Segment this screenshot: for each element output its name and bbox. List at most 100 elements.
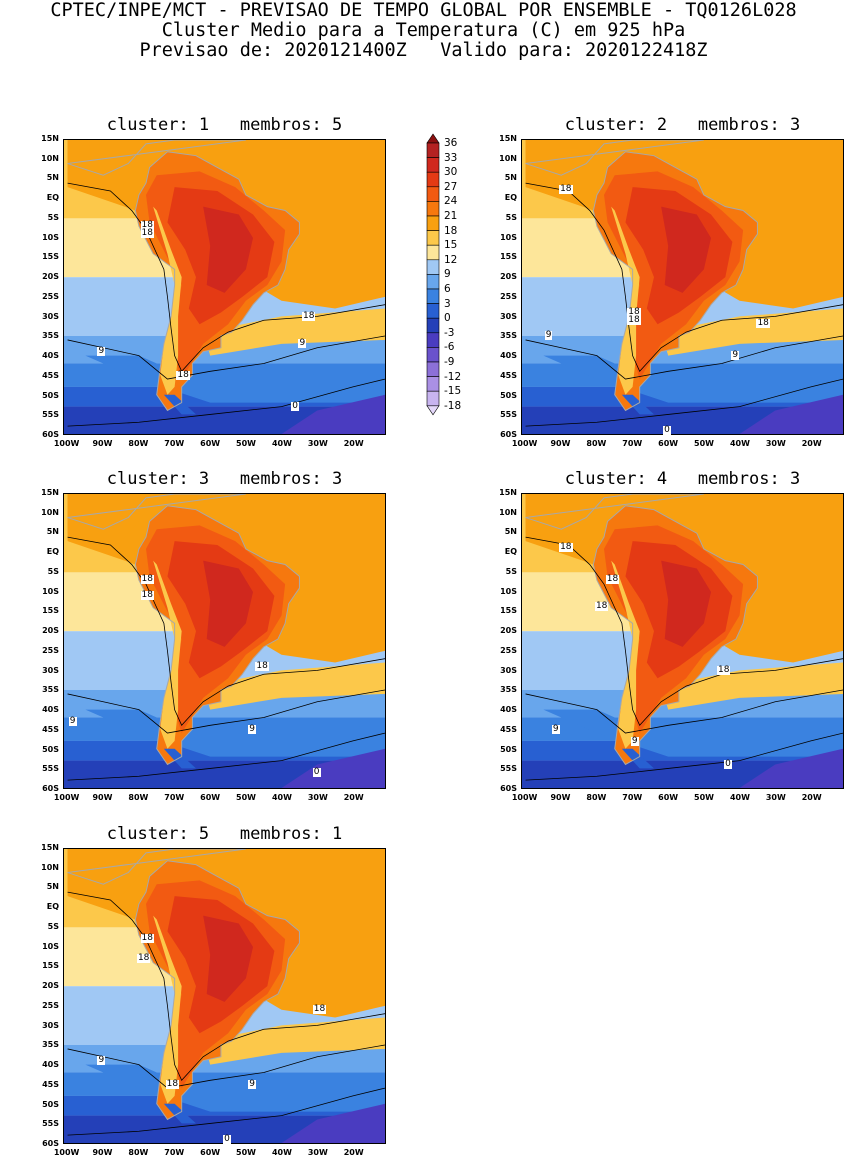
latitude-label: 30S: [42, 665, 59, 675]
latitude-label: 15S: [42, 606, 59, 616]
colorbar-swatch: [426, 376, 440, 392]
latitude-label: 50S: [500, 744, 517, 754]
contour-label: 9: [248, 1078, 256, 1089]
latitude-label: 20S: [42, 981, 59, 991]
longitude-label: 30W: [307, 793, 328, 802]
panel-title: cluster: 5 membros: 1: [106, 824, 343, 844]
latitude-label: 5N: [46, 882, 59, 892]
longitude-label: 50W: [236, 1148, 257, 1157]
colorbar-level-label: 27: [444, 180, 458, 193]
latitude-label: 20S: [42, 272, 59, 282]
longitude-label: 90W: [550, 439, 571, 448]
contour-label: 0: [312, 767, 321, 778]
longitude-label: 50W: [236, 439, 257, 448]
contour-label: 18: [594, 601, 609, 612]
colorbar-swatch: [426, 230, 440, 246]
longitude-label: 100W: [53, 1148, 80, 1157]
contour-9: [525, 335, 843, 380]
contour-label: 18: [312, 1003, 327, 1014]
longitude-label: 60W: [658, 793, 679, 802]
longitude-label: 50W: [236, 793, 257, 802]
latitude-label: 10N: [41, 507, 59, 517]
colorbar-level-label: -18: [444, 399, 462, 412]
contour-label: 18: [140, 227, 154, 238]
colorbar-swatch: [426, 317, 440, 334]
latitude-label: 30S: [500, 311, 517, 321]
colorbar-min-arrow: [426, 405, 440, 416]
latitude-label: 15N: [41, 488, 59, 497]
contour-18: [67, 536, 385, 727]
latitude-label: 5S: [505, 566, 517, 576]
colorbar-level-label: 24: [444, 195, 458, 208]
longitude-label: 30W: [765, 439, 786, 448]
longitude-label: 50W: [694, 439, 715, 448]
latitude-label: 10N: [499, 153, 517, 163]
temperature-map: [521, 493, 844, 789]
latitude-label: EQ: [504, 547, 517, 557]
colorbar-swatch: [426, 244, 440, 261]
colorbar-swatch: [426, 332, 440, 348]
latitude-label: 35S: [500, 331, 517, 341]
latitude-label: 50S: [42, 390, 59, 400]
latitude-label: 15N: [41, 843, 59, 852]
panel-title: cluster: 1 membros: 5: [106, 115, 343, 135]
latitude-label: 25S: [42, 645, 59, 655]
latitude-label: 30S: [42, 1020, 59, 1030]
longitude-label: 60W: [200, 1148, 221, 1157]
panel-title: cluster: 2 membros: 3: [564, 115, 801, 135]
longitude-label: 90W: [92, 1148, 113, 1157]
latitude-label: 5N: [46, 173, 59, 183]
latitude-label: 10N: [41, 153, 59, 163]
colorbar-level-label: 33: [444, 151, 458, 164]
longitude-label: 30W: [765, 793, 786, 802]
contour-label: 0: [663, 425, 671, 436]
colorbar-level-label: 18: [444, 224, 458, 237]
colorbar-level-label: -6: [444, 341, 455, 354]
longitude-label: 40W: [729, 439, 750, 448]
colorbar-swatch: [426, 288, 440, 304]
latitude-label: 30S: [500, 665, 517, 675]
latitude-label: 5S: [47, 566, 59, 576]
colorbar-swatch: [426, 215, 440, 231]
longitude-label: 30W: [307, 439, 328, 448]
latitude-label: 5S: [47, 921, 59, 931]
latitude-label: 60S: [42, 430, 59, 439]
colorbar-swatch: [426, 171, 440, 188]
longitude-label: 90W: [550, 793, 571, 802]
colorbar-level-label: 21: [444, 210, 458, 222]
latitude-label: 15S: [42, 252, 59, 262]
latitude-label: 55S: [500, 764, 517, 774]
latitude-label: 20S: [42, 626, 59, 636]
latitude-label: 25S: [500, 645, 517, 655]
contour-0: [67, 1087, 385, 1136]
latitude-label: 20S: [500, 272, 517, 282]
latitude-label: 5S: [505, 212, 517, 222]
latitude-label: 5S: [47, 212, 59, 222]
longitude-label: 50W: [694, 793, 715, 802]
temperature-map: [63, 139, 386, 435]
latitude-label: 15N: [41, 134, 59, 143]
colorbar-level-label: -9: [444, 356, 455, 368]
latitude-label: EQ: [46, 193, 59, 203]
latitude-label: 25S: [42, 291, 59, 301]
longitude-label: 40W: [271, 439, 292, 448]
contour-label: 18: [605, 573, 620, 584]
contour-0: [67, 378, 385, 427]
contour-label: 18: [756, 318, 770, 329]
latitude-label: 10S: [500, 232, 517, 242]
colorbar-swatch: [426, 390, 440, 407]
colorbar-level-label: -15: [444, 385, 462, 398]
contour-0: [67, 732, 385, 781]
colorbar-swatch: [426, 157, 440, 173]
latitude-label: 10S: [500, 586, 517, 596]
colorbar-swatch: [426, 186, 440, 202]
colorbar-level-label: 15: [444, 239, 458, 252]
longitude-label: 70W: [164, 793, 185, 802]
latitude-label: 40S: [500, 351, 517, 361]
contour-label: 18: [627, 314, 641, 325]
temperature-map: [63, 493, 386, 789]
contour-18: [67, 182, 385, 373]
map-panel-cluster-3: cluster: 3 membros: 3 18 18 18 9 9 0 15N 10N 5N EQ…: [41, 469, 386, 802]
contour-18: [525, 182, 843, 373]
temperature-map: [521, 139, 844, 435]
